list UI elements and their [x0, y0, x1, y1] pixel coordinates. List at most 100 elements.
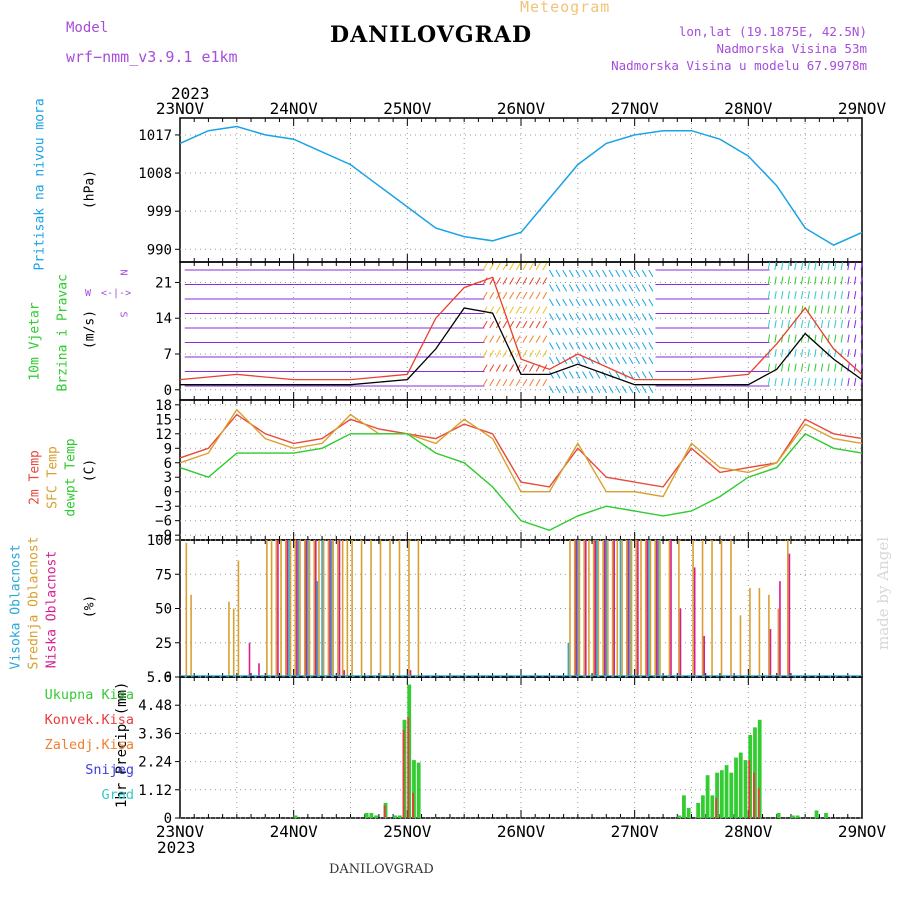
wind-barb — [787, 363, 790, 372]
precip-convective-bar — [715, 797, 718, 818]
wind-barb — [787, 276, 790, 285]
wind-barb — [774, 262, 777, 271]
wind-barb — [482, 277, 488, 285]
wind-barb — [502, 306, 508, 314]
wind-compass: N W <-|-> S — [83, 265, 133, 325]
wind-tick-label: 0 — [164, 383, 172, 399]
wind-barb — [555, 313, 561, 321]
legend-total-rain: Ukupna Kisa — [44, 687, 134, 703]
wind-tick-label: 21 — [155, 275, 172, 291]
wind-barb — [834, 363, 837, 372]
precip-total-bar — [724, 765, 729, 818]
wind-barb — [820, 378, 824, 387]
wind-barb — [509, 306, 515, 314]
wind-barb — [502, 291, 508, 300]
wind-barb — [635, 342, 641, 350]
temp-tick-label: 15 — [155, 412, 172, 428]
wind-barb — [575, 327, 581, 336]
cloud-tick-label: 50 — [155, 602, 172, 618]
wind-barb — [820, 320, 824, 329]
wind-barb — [834, 291, 837, 300]
wind-barb — [800, 262, 804, 271]
wind-barb — [615, 284, 621, 292]
wind-barb — [568, 313, 574, 321]
wind-barb — [542, 291, 548, 300]
wind-barb — [489, 291, 495, 300]
wind-barb — [575, 342, 581, 350]
wind-barb — [860, 378, 863, 387]
wind-barb — [562, 269, 568, 278]
wind-barb — [548, 356, 554, 365]
wind-barb — [860, 262, 863, 271]
precip-total-bar — [795, 815, 800, 818]
wind-barb — [621, 342, 627, 350]
precip-total-bar — [369, 812, 374, 818]
precip-total-bar — [757, 719, 762, 818]
date-label-bottom: 27NOV — [611, 822, 660, 841]
wind-barb — [588, 385, 594, 394]
wind-barb — [820, 291, 824, 300]
wind-barb — [853, 262, 857, 271]
wind-barb — [582, 298, 588, 307]
wind-barb — [621, 356, 627, 365]
wind-barb — [489, 320, 495, 329]
wind-barb — [515, 291, 521, 300]
wind-barb — [814, 349, 817, 358]
wind-barb — [800, 378, 804, 387]
wind-barb — [548, 284, 554, 292]
wind-barb — [595, 327, 601, 336]
wind-barb — [767, 363, 771, 372]
date-label-bottom: 29NOV — [838, 822, 887, 841]
precip-convective-bar — [402, 729, 405, 818]
wind-barb — [840, 291, 844, 300]
wind-barb — [595, 371, 601, 379]
date-label-bottom: 23NOV — [156, 822, 205, 841]
legend-convective-rain: Konvek.Kisa — [44, 712, 134, 728]
wind-barb — [529, 378, 534, 387]
wind-barb — [641, 298, 647, 307]
wind-barb — [807, 276, 810, 285]
wind-barb — [767, 378, 771, 387]
precip-total-bar — [416, 762, 421, 818]
pressure-tick-label: 1017 — [138, 128, 172, 144]
wind-barb — [529, 349, 534, 358]
precip-total-bar — [393, 815, 397, 818]
wind-barb — [827, 276, 830, 285]
wind-barb — [834, 378, 837, 387]
wind-barb — [562, 385, 568, 394]
wind-barb — [814, 262, 817, 271]
wind-barb — [602, 327, 607, 336]
wind-barb — [794, 276, 797, 285]
panel-frame-pressure — [179, 117, 863, 263]
meteogram-label: Meteogram — [520, 0, 611, 16]
wind-barb — [495, 306, 501, 314]
compass-west: W — [85, 288, 92, 299]
wind-barb — [582, 269, 588, 278]
cloud-tick-label: 25 — [155, 636, 172, 652]
wind-barb — [582, 342, 588, 350]
cloud-tick-label: 0 — [164, 670, 172, 686]
wind-barb — [535, 306, 541, 314]
precip-total-bar — [397, 815, 402, 818]
wind-barb — [568, 327, 574, 336]
wind-barb — [814, 276, 817, 285]
wind-barb — [628, 313, 634, 321]
wind-barb — [648, 356, 654, 365]
wind-barb — [582, 371, 588, 379]
wind-barb — [595, 269, 601, 278]
wind-barb — [840, 262, 844, 271]
precip-total-bar — [743, 760, 748, 818]
wind-barb — [834, 262, 837, 271]
wind-barb — [542, 306, 548, 314]
wind-barb — [860, 320, 863, 329]
wind-barb — [853, 334, 857, 343]
wind-barb — [628, 327, 634, 336]
wind-barb — [648, 313, 654, 321]
wind-barb — [780, 363, 784, 372]
wind-barb — [615, 371, 621, 379]
wind-barb — [548, 269, 554, 278]
wind-barb — [489, 349, 495, 358]
wind-barb — [515, 306, 521, 314]
date-label-bottom: 26NOV — [497, 822, 546, 841]
wind-barb — [853, 349, 857, 358]
